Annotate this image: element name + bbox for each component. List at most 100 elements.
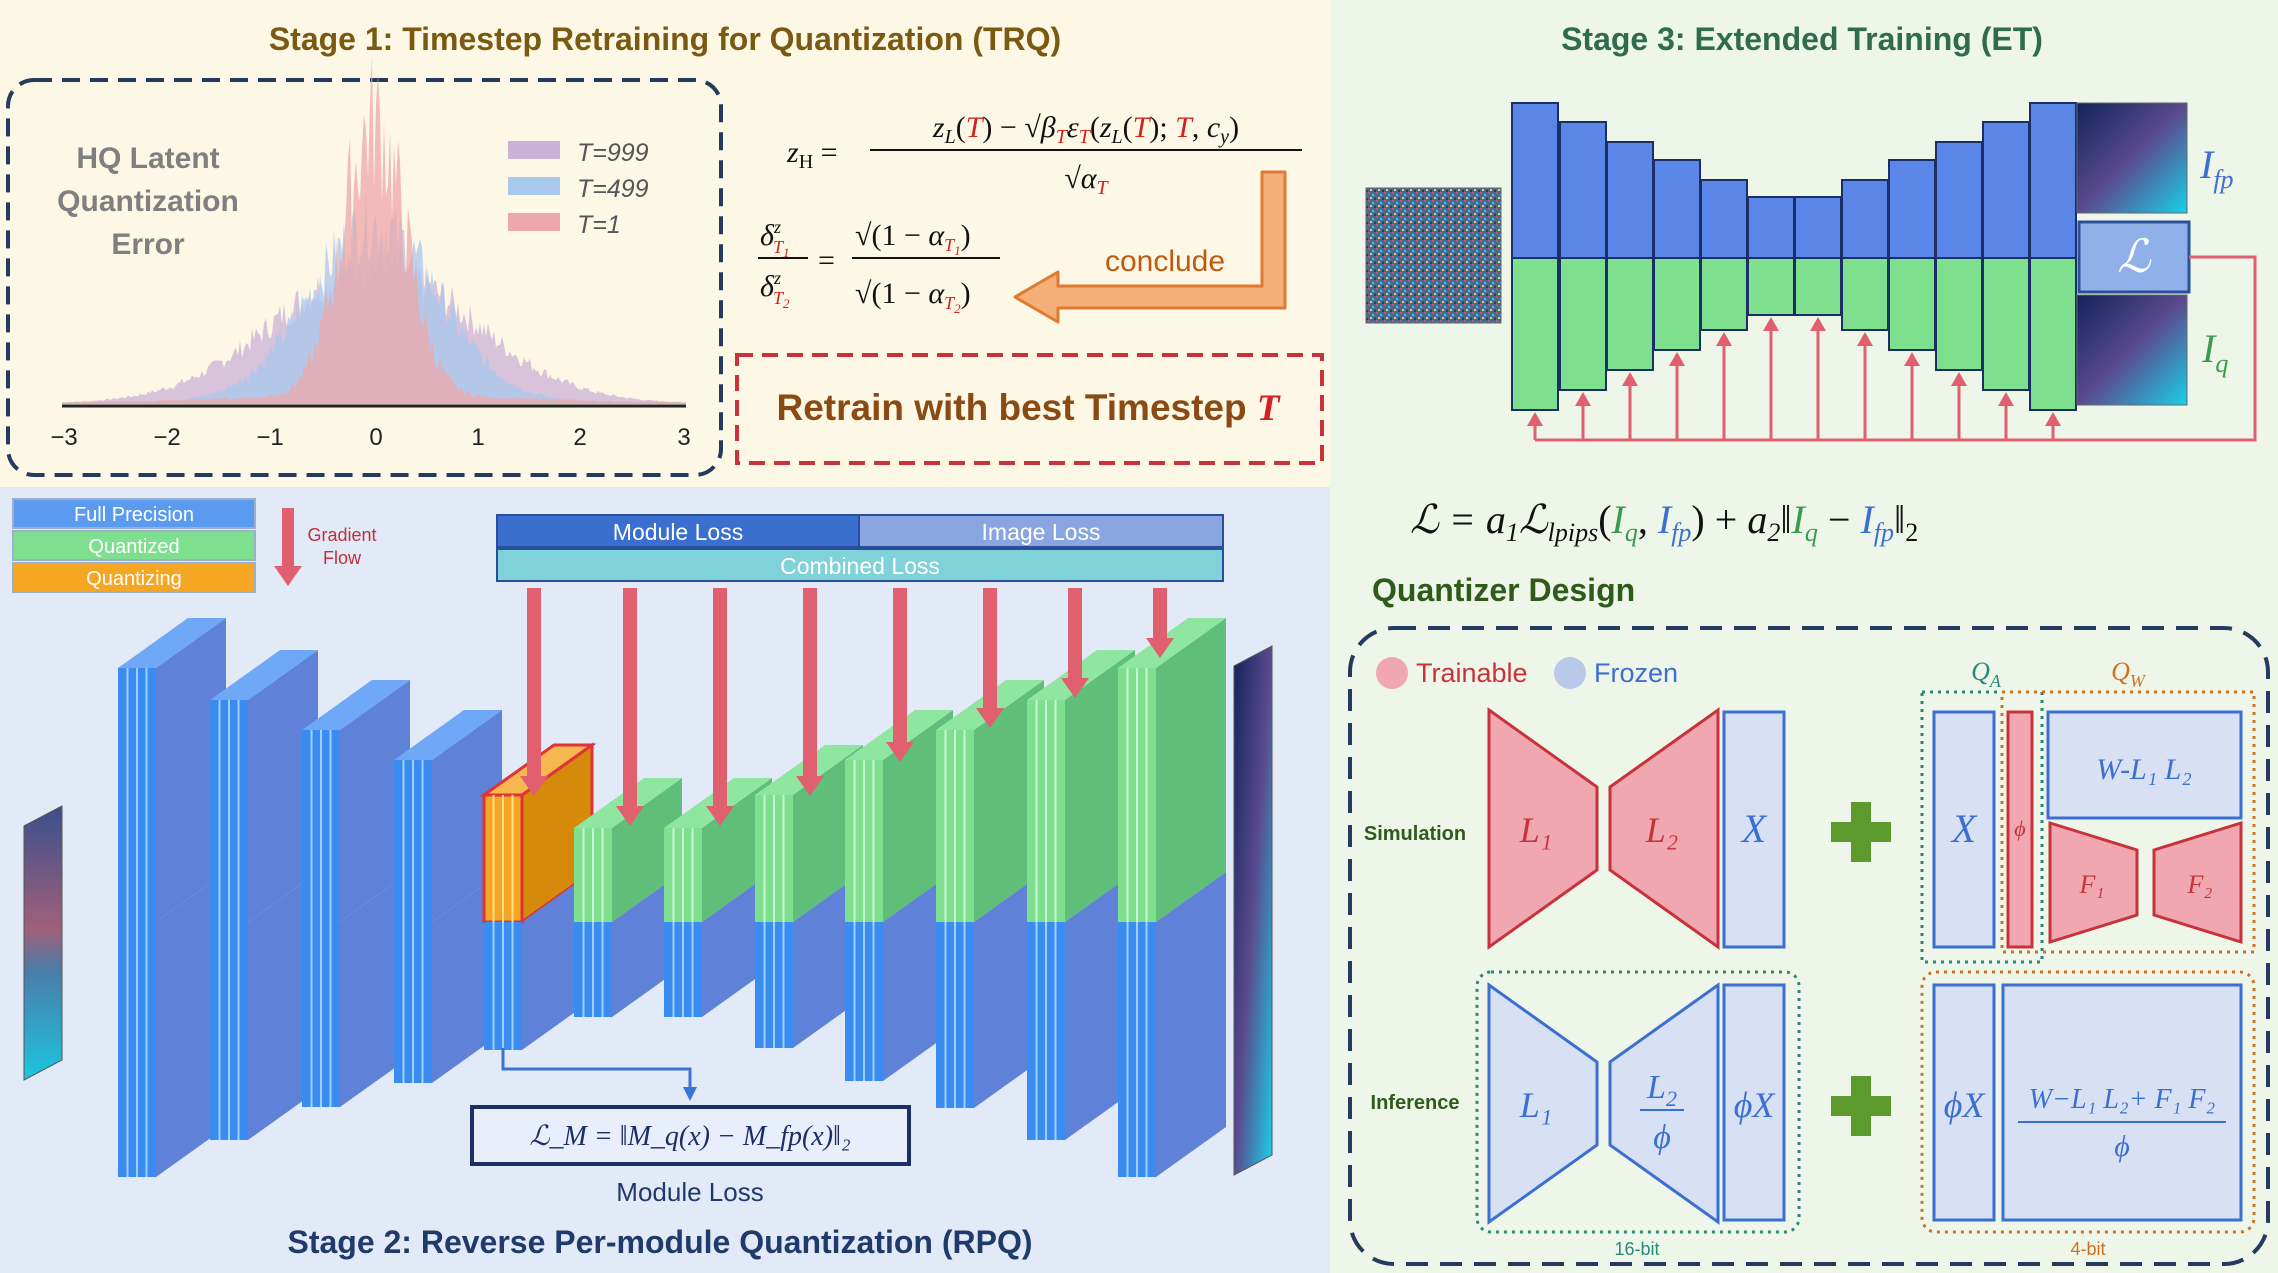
et-block-11 <box>1982 121 2030 440</box>
et-block-5 <box>1700 179 1748 440</box>
rpq-block-side-upper <box>1065 650 1135 922</box>
et-block-q <box>1794 257 1842 316</box>
gradient-flow-indicator: Gradient Flow <box>274 508 377 586</box>
et-block-q <box>1982 257 2030 391</box>
et-feedback-arrow-head <box>1904 352 1920 366</box>
sim-f1-label: F₁ <box>2079 870 2105 899</box>
et-loss-formula: ℒ = a1ℒlpips(Iq, Ifp) + a2‖Iq − Ifp‖2 <box>1410 497 1918 547</box>
histogram-panel <box>6 78 723 477</box>
et-block-fp <box>1982 121 2030 259</box>
tick-label-neg3: −3 <box>50 424 77 451</box>
legend-label-t999: T=999 <box>577 139 649 167</box>
eq2-lhs-num: δz T1 <box>760 217 789 260</box>
et-block-9 <box>1888 159 1936 440</box>
hist-curve-t1 <box>62 55 686 404</box>
rpq-block-side-lower <box>883 872 953 1081</box>
legend-swatch-t499 <box>508 177 560 195</box>
sim-x-box <box>1722 710 1786 949</box>
sim-x-label: X <box>1740 806 1768 851</box>
inference-label: Inference <box>1371 1092 1460 1114</box>
rpq-block-top <box>210 650 318 700</box>
loss-box-symbol: ℒ <box>2117 231 2151 282</box>
et-block-fp <box>2029 102 2077 259</box>
rpq-block-side-lower <box>1156 872 1226 1177</box>
module-loss-caption: Module Loss <box>616 1177 763 1207</box>
stage1-title: Stage 1: Timestep Retraining for Quantiz… <box>269 21 1061 57</box>
rpq-gradient-arrow-head <box>520 776 548 796</box>
tick-label-3: 3 <box>677 424 690 451</box>
et-block-q <box>2029 257 2077 411</box>
rpq-block-1 <box>118 618 226 1177</box>
et-block-10 <box>1935 141 1983 440</box>
stage3-title: Stage 3: Extended Training (ET) <box>1561 21 2043 57</box>
et-block-fp <box>1888 159 1936 259</box>
loss-feedback-path <box>1535 255 2257 442</box>
gradient-flow-label-1: Gradient <box>307 525 376 545</box>
rpq-gradient-arrow-shaft <box>1153 588 1167 638</box>
et-block-q <box>1935 257 1983 371</box>
sim-plus-v <box>1851 802 1871 862</box>
module-loss-formula-box <box>470 1105 911 1166</box>
sim-phi-box <box>2006 710 2034 949</box>
tick-label-neg2: −2 <box>153 424 180 451</box>
rpq-gradient-arrow-shaft <box>713 588 727 806</box>
conclude-arrow <box>1013 170 1287 324</box>
et-block-fp <box>1700 179 1748 259</box>
rpq-block-3 <box>302 680 410 1107</box>
rpq-gradient-arrow-head <box>616 806 644 826</box>
eq2-lhs-den: δz T2 <box>760 268 790 311</box>
et-block-q <box>1841 257 1889 331</box>
equation-zh: zH = zL(T) − √βTεT(zL(T); T, cy) √αT <box>786 111 1302 199</box>
bit4-label: 4-bit <box>2070 1239 2105 1259</box>
qw-label: QW <box>2111 657 2147 691</box>
et-block-q <box>1606 257 1654 371</box>
gradient-flow-arrow-shaft <box>282 508 294 566</box>
sim-l2-trapezoid <box>1608 707 1720 950</box>
loss-header: Module Loss Image Loss Combined Loss <box>496 514 1224 582</box>
et-block-fp <box>1794 196 1842 259</box>
rpq-input-image <box>23 805 63 1081</box>
et-block-q <box>1559 257 1607 391</box>
rpq-gradient-arrow-head <box>886 742 914 762</box>
inf-plus-icon <box>1831 1076 1891 1136</box>
module-loss-tab-label: Module Loss <box>613 519 743 545</box>
histogram-ticks: −3 −2 −1 0 1 2 3 <box>50 424 690 451</box>
et-feedback-arrow-head <box>1716 332 1732 346</box>
combined-loss-label: Combined Loss <box>780 553 940 579</box>
et-block-fp <box>1511 102 1559 259</box>
histogram-title-line-1: HQ Latent <box>76 142 219 175</box>
inf-l2-den: ϕ <box>1653 1119 1671 1156</box>
et-feedback-arrow-head <box>1669 352 1685 366</box>
legend-full-precision-label: Full Precision <box>74 504 194 526</box>
legend-label-t499: T=499 <box>577 175 649 203</box>
equation-delta-ratio: δz T1 δz T2 = √(1 − αT1) √(1 − αT2) <box>758 217 1000 316</box>
module-loss-formula: ℒ_M = ‖M_q(x) − M_fp(x)‖₂ <box>529 1121 851 1152</box>
et-block-q <box>1888 257 1936 351</box>
et-block-fp <box>1841 179 1889 259</box>
sim-plus-icon <box>1831 802 1891 862</box>
inf-phix-box <box>1722 983 1786 1222</box>
conclude-label: conclude <box>1105 245 1225 278</box>
histogram-curves <box>62 55 686 404</box>
et-feedback-arrow-head <box>1763 317 1779 331</box>
rpq-block-top <box>302 680 410 730</box>
rpq-input-image-shape <box>23 805 63 1081</box>
eq2-rhs-den: √(1 − αT2) <box>855 277 971 316</box>
et-block-8 <box>1841 179 1889 440</box>
module-loss-connector <box>501 1048 697 1101</box>
loss-box <box>2077 220 2191 294</box>
rpq-block-top <box>1118 618 1226 668</box>
sim-l1-label: L₁ <box>1519 810 1553 850</box>
rpq-block-top <box>118 618 226 668</box>
rpq-block-side-upper <box>974 680 1044 922</box>
rpq-legend: Full Precision Quantized Quantizing <box>12 498 256 593</box>
legend-full-precision <box>12 498 256 529</box>
histogram-legend: T=999 T=499 T=1 <box>508 139 649 239</box>
rpq-gradient-arrow-shaft <box>1068 588 1082 678</box>
inf-w-num: W−L₁ L₂+ F₁ F₂ <box>2029 1084 2216 1115</box>
rpq-output-image <box>1233 645 1273 1176</box>
et-unet-blocks <box>1511 102 2077 440</box>
fp-output-image <box>2076 102 2188 214</box>
retrain-box <box>735 353 1324 465</box>
simulation-label: Simulation <box>1364 823 1466 845</box>
